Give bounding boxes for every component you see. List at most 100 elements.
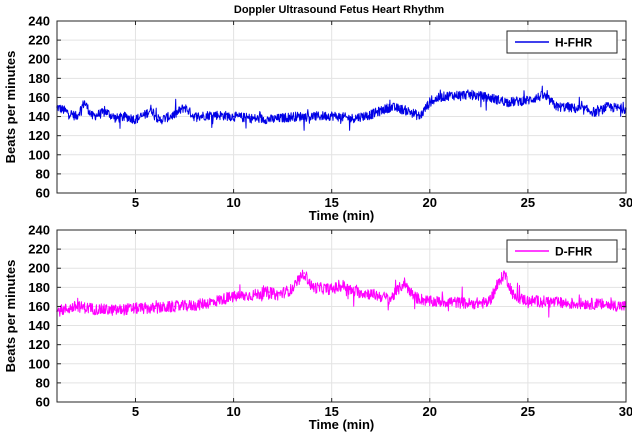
y-tick-label: 60 [36,186,50,201]
data-point [124,115,127,118]
data-point [91,115,94,118]
data-point [350,290,353,292]
x-axis-title: Time (min) [309,208,375,223]
data-point [566,302,568,305]
y-tick-label: 80 [36,166,50,181]
data-point [585,302,588,305]
y-tick-label: 100 [28,147,50,162]
data-point [311,115,313,118]
data-point [403,281,406,284]
data-point [158,119,160,122]
data-point [232,115,235,118]
y-tick-label: 60 [36,395,50,410]
data-point [556,106,559,108]
data-point [66,110,68,113]
data-point [193,304,196,307]
data-point [409,110,411,113]
data-point [585,109,588,111]
data-point [173,113,176,116]
data-point [428,300,431,303]
plot-panel-1: 5 10 15 20 25 30 60 80 100 120 140 160 180 200 220 240 T… [3,14,632,224]
data-point [232,296,235,298]
legend-label: H-FHR [555,36,593,50]
y-tick-label: 180 [28,71,50,86]
data-point [399,108,402,110]
data-point [615,107,617,109]
data-point [448,94,451,97]
data-point [350,117,353,120]
x-tick-label: 20 [423,404,437,419]
data-point [183,106,186,108]
x-tick-label: 5 [132,195,139,210]
axes-box [56,229,627,403]
data-point [291,115,294,118]
axes-box [56,20,627,194]
data-point [105,110,107,113]
data-point [83,101,86,104]
y-tick-label: 200 [28,261,50,276]
data-point [428,101,431,104]
legend-box [506,239,618,263]
y-tick-label: 140 [28,109,50,124]
x-tick-label: 5 [132,404,139,419]
legend-box [506,30,618,54]
data-point [173,305,176,308]
y-tick-label: 180 [28,280,50,295]
y-tick-label: 240 [28,223,50,238]
data-point [370,293,372,295]
data-point [330,288,333,291]
data-point [370,113,372,116]
data-point [419,115,421,118]
data-point [546,300,549,303]
chart-title: Doppler Ultrasound Fetus Heart Rhythm [234,4,444,16]
data-point [150,108,152,110]
x-tick-label: 30 [619,195,632,210]
x-tick-label: 20 [423,195,437,210]
series-line-d-fhr [56,269,627,318]
data-point [342,284,345,287]
legend: D-FHR [506,239,618,263]
y-tick-label: 120 [28,128,50,143]
data-point [487,96,490,99]
data-point [75,305,78,308]
data-point [503,272,506,274]
x-tick-label: 15 [324,195,338,210]
data-point [193,115,196,118]
x-axis-title: Time (min) [309,417,375,432]
data-point [75,115,78,118]
y-tick-label: 160 [28,299,50,314]
data-point [291,288,294,291]
x-tick-label: 10 [226,195,240,210]
data-point [252,294,255,296]
x-tick-label: 25 [521,404,535,419]
series-line-h-fhr [56,85,627,131]
y-tick-label: 100 [28,356,50,371]
data-point [115,117,117,120]
data-point [311,286,313,289]
y-tick-label: 240 [28,14,50,29]
data-point [542,94,545,97]
x-tick-label: 25 [521,195,535,210]
y-tick-label: 220 [28,33,50,48]
data-point [576,108,578,110]
data-point [468,302,470,305]
y-axis-title: Beats per minutes [3,51,18,164]
data-point [134,307,137,310]
x-tick-label: 15 [324,404,338,419]
y-axis-title: Beats per minutes [3,260,18,373]
data-point [115,309,117,312]
data-point [468,93,470,96]
data-point [605,106,608,108]
data-point [595,111,598,114]
y-tick-label: 220 [28,242,50,257]
data-point [252,117,255,120]
data-point [448,300,451,303]
plot-panel-2: 5 10 15 20 25 30 60 80 100 120 140 160 180 200 220 240 T… [3,223,632,433]
data-point [154,307,156,310]
data-point [134,118,137,121]
data-point [605,303,608,306]
data-point [507,101,510,104]
data-point [487,301,490,304]
x-tick-label: 10 [226,404,240,419]
